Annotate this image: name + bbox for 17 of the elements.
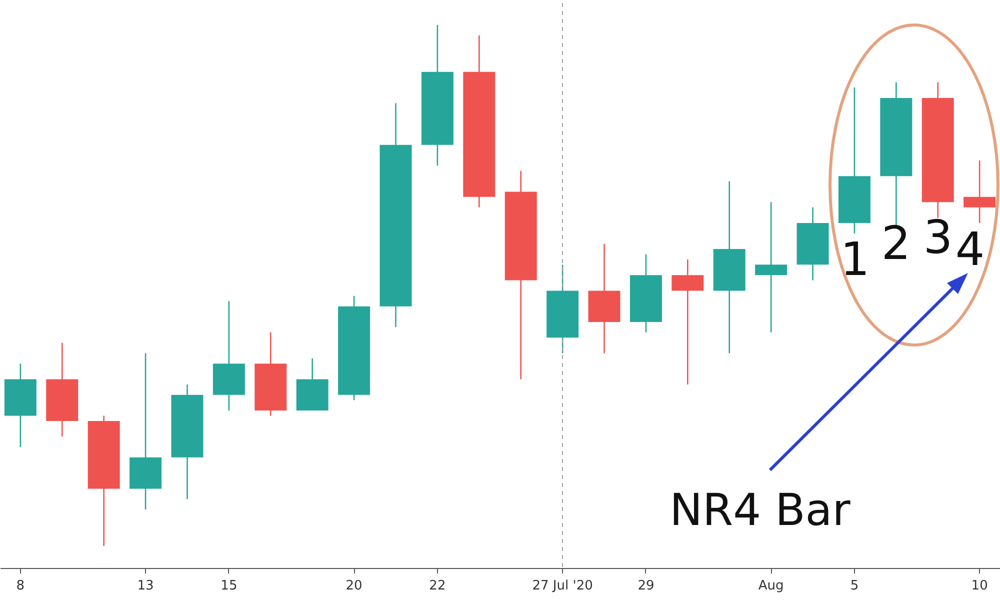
x-tick-label: 29 [638,578,654,594]
x-tick-label: 8 [16,578,25,594]
candlestick [672,258,704,386]
x-tick-label: 15 [220,578,238,594]
x-tick-label: 10 [971,578,988,594]
annotation: 1 [840,232,870,286]
annotation: NR4 Bar [670,485,852,536]
annotation: 3 [923,210,953,264]
x-tick-label: 13 [137,578,154,594]
annotation: 2 [881,216,911,270]
candlestick [755,201,788,334]
annotation: 4 [955,222,985,276]
x-tick-label: 20 [346,578,362,594]
x-tick-label: Aug [758,578,784,594]
x-tick-label: 22 [429,578,446,594]
x-tick-label: 27 Jul '20 [532,578,593,594]
x-tick-label: 5 [850,578,859,594]
